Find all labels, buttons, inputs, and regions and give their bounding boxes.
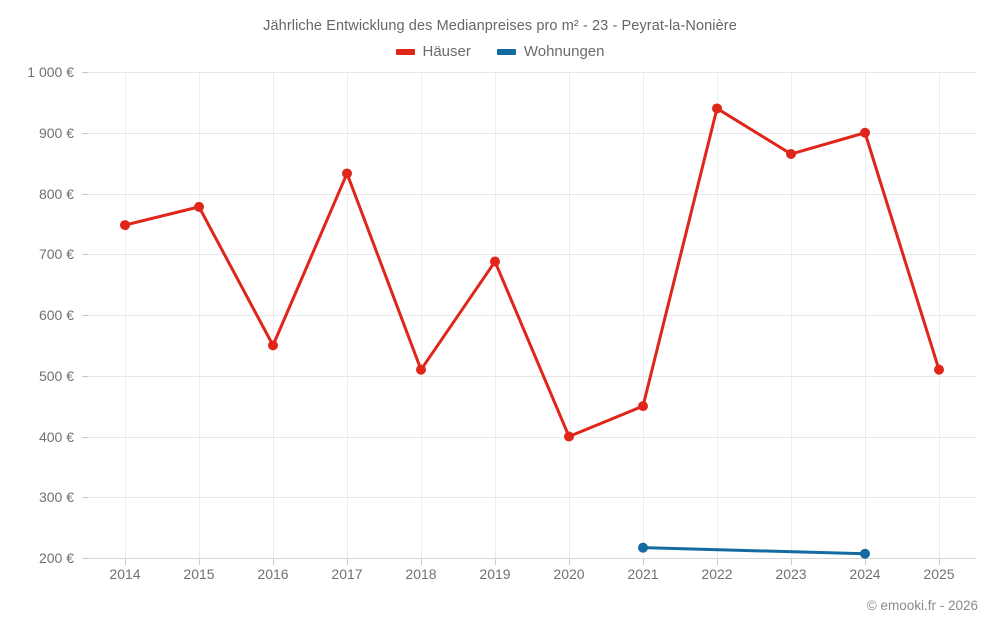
gridline — [125, 72, 126, 558]
y-tick-label: 800 € — [38, 185, 74, 202]
x-tick-mark — [347, 559, 348, 565]
y-tick-mark — [82, 193, 88, 195]
y-tick-mark — [82, 375, 88, 377]
x-tick-label: 2014 — [109, 566, 141, 582]
y-tick-label: 200 € — [38, 550, 74, 566]
gridline — [791, 72, 792, 558]
data-point[interactable] — [934, 364, 944, 375]
y-tick-label: 300 € — [38, 489, 74, 506]
x-tick-label: 2018 — [405, 566, 437, 582]
gridline — [88, 497, 976, 499]
y-tick-label: 900 € — [38, 124, 74, 141]
data-point[interactable] — [860, 548, 870, 559]
footer-credit: © emooki.fr - 2026 — [866, 598, 978, 613]
x-tick-mark — [199, 559, 200, 565]
gridline — [495, 72, 496, 558]
data-point[interactable] — [490, 256, 500, 267]
data-point[interactable] — [194, 201, 204, 212]
data-point[interactable] — [416, 364, 426, 375]
x-tick-mark — [273, 559, 274, 565]
data-point[interactable] — [638, 542, 648, 553]
gridline — [88, 193, 976, 195]
x-tick-mark — [569, 559, 570, 565]
gridline — [88, 254, 976, 256]
x-tick-mark — [643, 559, 644, 565]
gridline — [939, 72, 940, 558]
x-tick-mark — [791, 559, 792, 565]
gridline — [643, 72, 644, 558]
x-tick-mark — [717, 559, 718, 565]
y-tick-mark — [82, 72, 88, 73]
series-layer — [120, 103, 944, 559]
series-line — [123, 106, 941, 438]
data-point[interactable] — [860, 127, 870, 138]
gridline — [865, 72, 866, 558]
legend-swatch-icon — [395, 48, 415, 55]
x-tick-mark — [495, 559, 496, 565]
gridline — [421, 72, 422, 558]
y-tick-mark — [82, 315, 88, 316]
gridline — [88, 72, 976, 73]
chart-title: Jährliche Entwicklung des Medianpreises … — [263, 18, 737, 34]
legend-label: Häuser — [422, 43, 471, 60]
y-tick-mark — [82, 132, 88, 134]
gridline — [199, 72, 200, 558]
data-point[interactable] — [120, 220, 130, 231]
x-tick-mark — [939, 559, 940, 565]
y-tick-mark — [82, 497, 88, 499]
gridline — [347, 72, 348, 558]
chart-legend: Häuser Wohnungen — [0, 44, 1000, 59]
plot-area: 1 000 € 900 € 800 € 700 € 600 € 500 € 400 € 300… — [27, 64, 976, 582]
y-tick-mark — [82, 558, 88, 559]
legend-item-hauser[interactable]: Häuser — [395, 43, 471, 60]
x-tick-label: 2023 — [775, 566, 807, 582]
y-tick-label: 700 € — [38, 246, 74, 263]
y-tick-label: 400 € — [38, 428, 74, 445]
x-tick-label: 2020 — [553, 566, 585, 582]
series-line — [641, 546, 867, 556]
data-point[interactable] — [342, 168, 352, 179]
x-tick-label: 2015 — [183, 566, 215, 582]
x-axis-line — [88, 558, 976, 559]
y-tick-label: 1 000 € — [27, 64, 74, 80]
data-point[interactable] — [638, 401, 648, 412]
y-tick-label: 500 € — [38, 367, 74, 384]
data-point[interactable] — [268, 340, 278, 351]
legend-item-wohnungen[interactable]: Wohnungen — [496, 43, 605, 60]
x-tick-mark — [421, 559, 422, 565]
gridline — [717, 72, 718, 558]
y-tick-label: 600 € — [38, 307, 74, 323]
data-point[interactable] — [564, 431, 574, 442]
x-tick-label: 2024 — [849, 566, 881, 582]
x-tick-label: 2025 — [923, 566, 955, 582]
gridline — [88, 315, 976, 316]
gridline — [273, 72, 274, 558]
y-tick-mark — [82, 436, 88, 438]
gridline — [88, 436, 976, 438]
y-tick-mark — [82, 254, 88, 256]
x-tick-label: 2016 — [257, 566, 289, 582]
data-point[interactable] — [786, 149, 796, 160]
x-tick-mark — [865, 559, 866, 565]
x-tick-label: 2022 — [701, 566, 733, 582]
gridline — [569, 72, 570, 558]
gridline — [88, 375, 976, 377]
legend-swatch-icon — [496, 48, 516, 55]
x-tick-label: 2021 — [627, 566, 659, 582]
x-tick-label: 2019 — [479, 566, 511, 582]
gridline — [88, 132, 976, 134]
legend-label: Wohnungen — [523, 43, 605, 60]
x-tick-mark — [125, 559, 126, 565]
data-point[interactable] — [712, 103, 722, 114]
x-tick-label: 2017 — [331, 566, 363, 582]
